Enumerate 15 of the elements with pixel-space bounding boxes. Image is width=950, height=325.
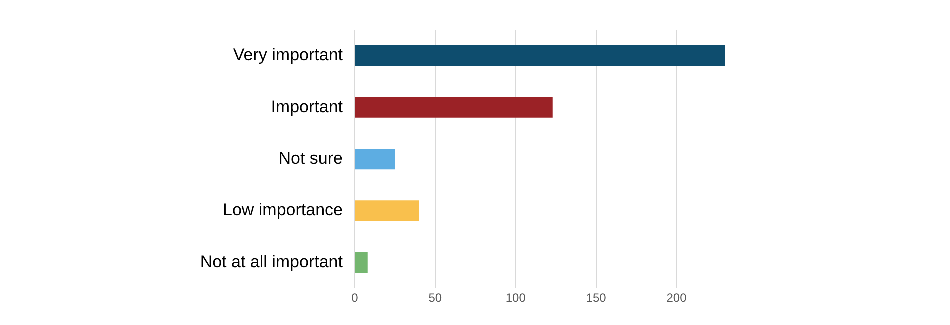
- y-tick-label: Not at all important: [200, 252, 344, 272]
- y-tick-label: Low importance: [222, 200, 343, 220]
- x-tick-label: 50: [428, 291, 442, 306]
- y-tick-label: Very important: [233, 46, 344, 65]
- bar: [356, 46, 725, 66]
- bar: [356, 97, 553, 118]
- x-tick-label: 150: [586, 291, 607, 306]
- x-tick-label: 100: [506, 291, 526, 306]
- y-tick-label: Not sure: [278, 148, 343, 168]
- bar: [356, 252, 368, 274]
- x-tick-label: 0: [352, 291, 359, 306]
- y-tick-label: Important: [271, 97, 344, 116]
- bar: [356, 148, 396, 170]
- bar: [356, 200, 420, 222]
- x-tick-label: 200: [666, 291, 688, 306]
